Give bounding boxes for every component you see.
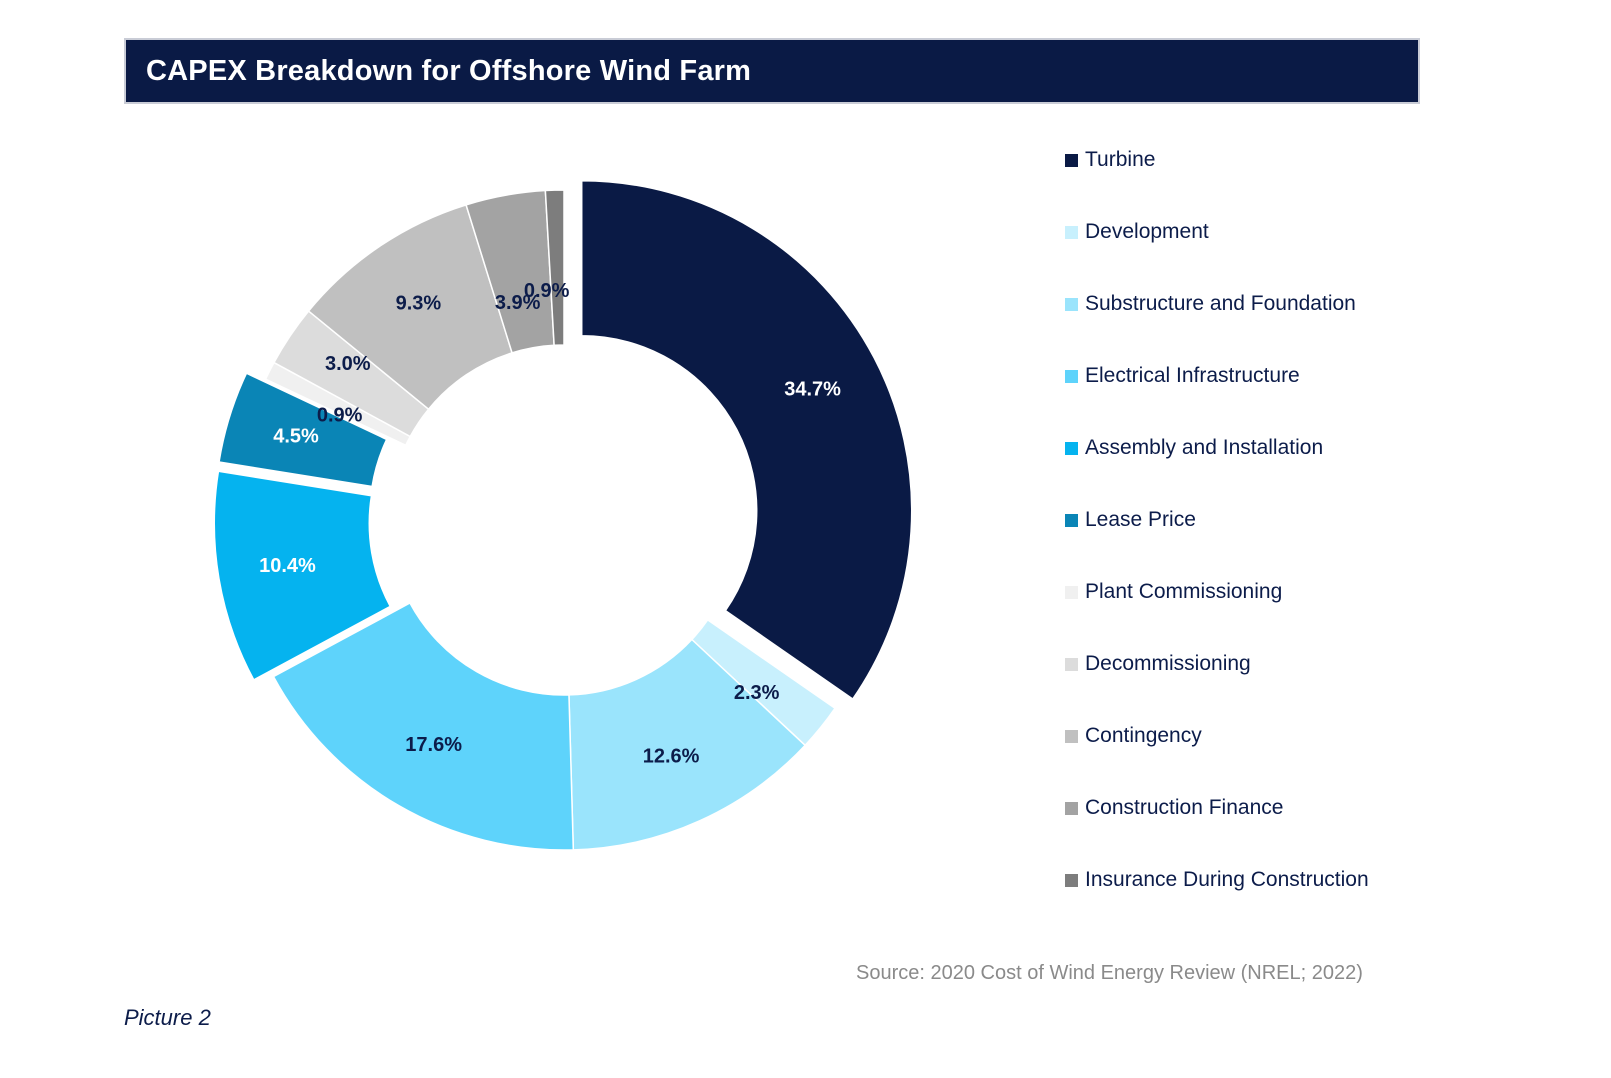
legend-swatch — [1065, 369, 1078, 383]
legend-swatch — [1065, 513, 1078, 527]
legend-label: Decommissioning — [1085, 652, 1251, 675]
data-label-insurance-during-construction: 0.9% — [524, 280, 570, 302]
legend-label: Assembly and Installation — [1085, 436, 1324, 459]
data-label-plant-commissioning: 0.9% — [317, 404, 363, 426]
data-label-contingency: 9.3% — [396, 292, 442, 314]
legend-item-decommissioning: Decommissioning — [1065, 652, 1251, 676]
legend-item-assembly-and-installation: Assembly and Installation — [1065, 436, 1323, 460]
legend-item-electrical-infrastructure: Electrical Infrastructure — [1065, 364, 1300, 388]
legend-item-plant-commissioning: Plant Commissioning — [1065, 580, 1282, 604]
legend-swatch — [1065, 153, 1078, 167]
legend-swatch — [1065, 297, 1078, 311]
donut-slices — [213, 179, 913, 851]
data-label-development: 2.3% — [734, 682, 780, 704]
legend-label: Turbine — [1085, 148, 1156, 171]
legend-label: Lease Price — [1085, 508, 1196, 531]
figure-caption: Picture 2 — [124, 1005, 211, 1030]
slice-turbine — [580, 179, 913, 701]
legend-label: Electrical Infrastructure — [1085, 364, 1300, 387]
donut-data-labels: 34.7%2.3%12.6%17.6%10.4%4.5%0.9%3.0%9.3%… — [259, 280, 841, 768]
legend-label: Substructure and Foundation — [1085, 292, 1356, 315]
legend-label: Development — [1085, 220, 1209, 243]
data-label-electrical-infrastructure: 17.6% — [405, 734, 462, 756]
slice-substructure-and-foundation — [568, 638, 807, 851]
legend-item-construction-finance: Construction Finance — [1065, 796, 1283, 820]
legend-swatch — [1065, 225, 1078, 239]
legend-swatch — [1065, 873, 1078, 887]
slice-lease-price — [218, 372, 388, 488]
legend-item-lease-price: Lease Price — [1065, 508, 1196, 532]
source-note: Source: 2020 Cost of Wind Energy Review … — [856, 962, 1363, 984]
data-label-turbine: 34.7% — [784, 378, 841, 400]
legend-label: Insurance During Construction — [1085, 868, 1369, 891]
legend-item-contingency: Contingency — [1065, 724, 1202, 748]
data-label-substructure-and-foundation: 12.6% — [643, 746, 700, 768]
legend-item-development: Development — [1065, 220, 1209, 244]
slice-electrical-infrastructure — [272, 602, 575, 851]
data-label-construction-finance: 3.9% — [495, 292, 541, 314]
donut-chart: 34.7%2.3%12.6%17.6%10.4%4.5%0.9%3.0%9.3%… — [213, 179, 913, 851]
chart-title: CAPEX Breakdown for Offshore Wind Farm — [146, 54, 752, 87]
legend-swatch — [1065, 657, 1078, 671]
chart-area: 34.7% 2.3% 12.6% 17.6% 10.4% 4.5% 0.9% 3.0% 9.3%… — [124, 120, 1420, 950]
legend-label: Contingency — [1085, 724, 1202, 747]
data-label-assembly-and-installation: 10.4% — [259, 555, 316, 577]
legend-label: Plant Commissioning — [1085, 580, 1283, 603]
legend-item-substructure-and-foundation: Substructure and Foundation — [1065, 292, 1356, 316]
legend-swatch — [1065, 441, 1078, 455]
legend-swatch — [1065, 729, 1078, 743]
legend-item-insurance-during-construction: Insurance During Construction — [1065, 868, 1369, 892]
slice-assembly-and-installation — [213, 470, 392, 681]
legend-swatch — [1065, 801, 1078, 815]
legend-label: Construction Finance — [1085, 796, 1284, 819]
chart-title-bar: CAPEX Breakdown for Offshore Wind Farm — [124, 38, 1420, 104]
data-label-lease-price: 4.5% — [273, 425, 319, 447]
legend-swatch — [1065, 585, 1078, 599]
legend-item-turbine: Turbine — [1065, 148, 1155, 172]
data-label-decommissioning: 3.0% — [325, 353, 371, 375]
slice-insurance-during-construction — [544, 189, 565, 347]
